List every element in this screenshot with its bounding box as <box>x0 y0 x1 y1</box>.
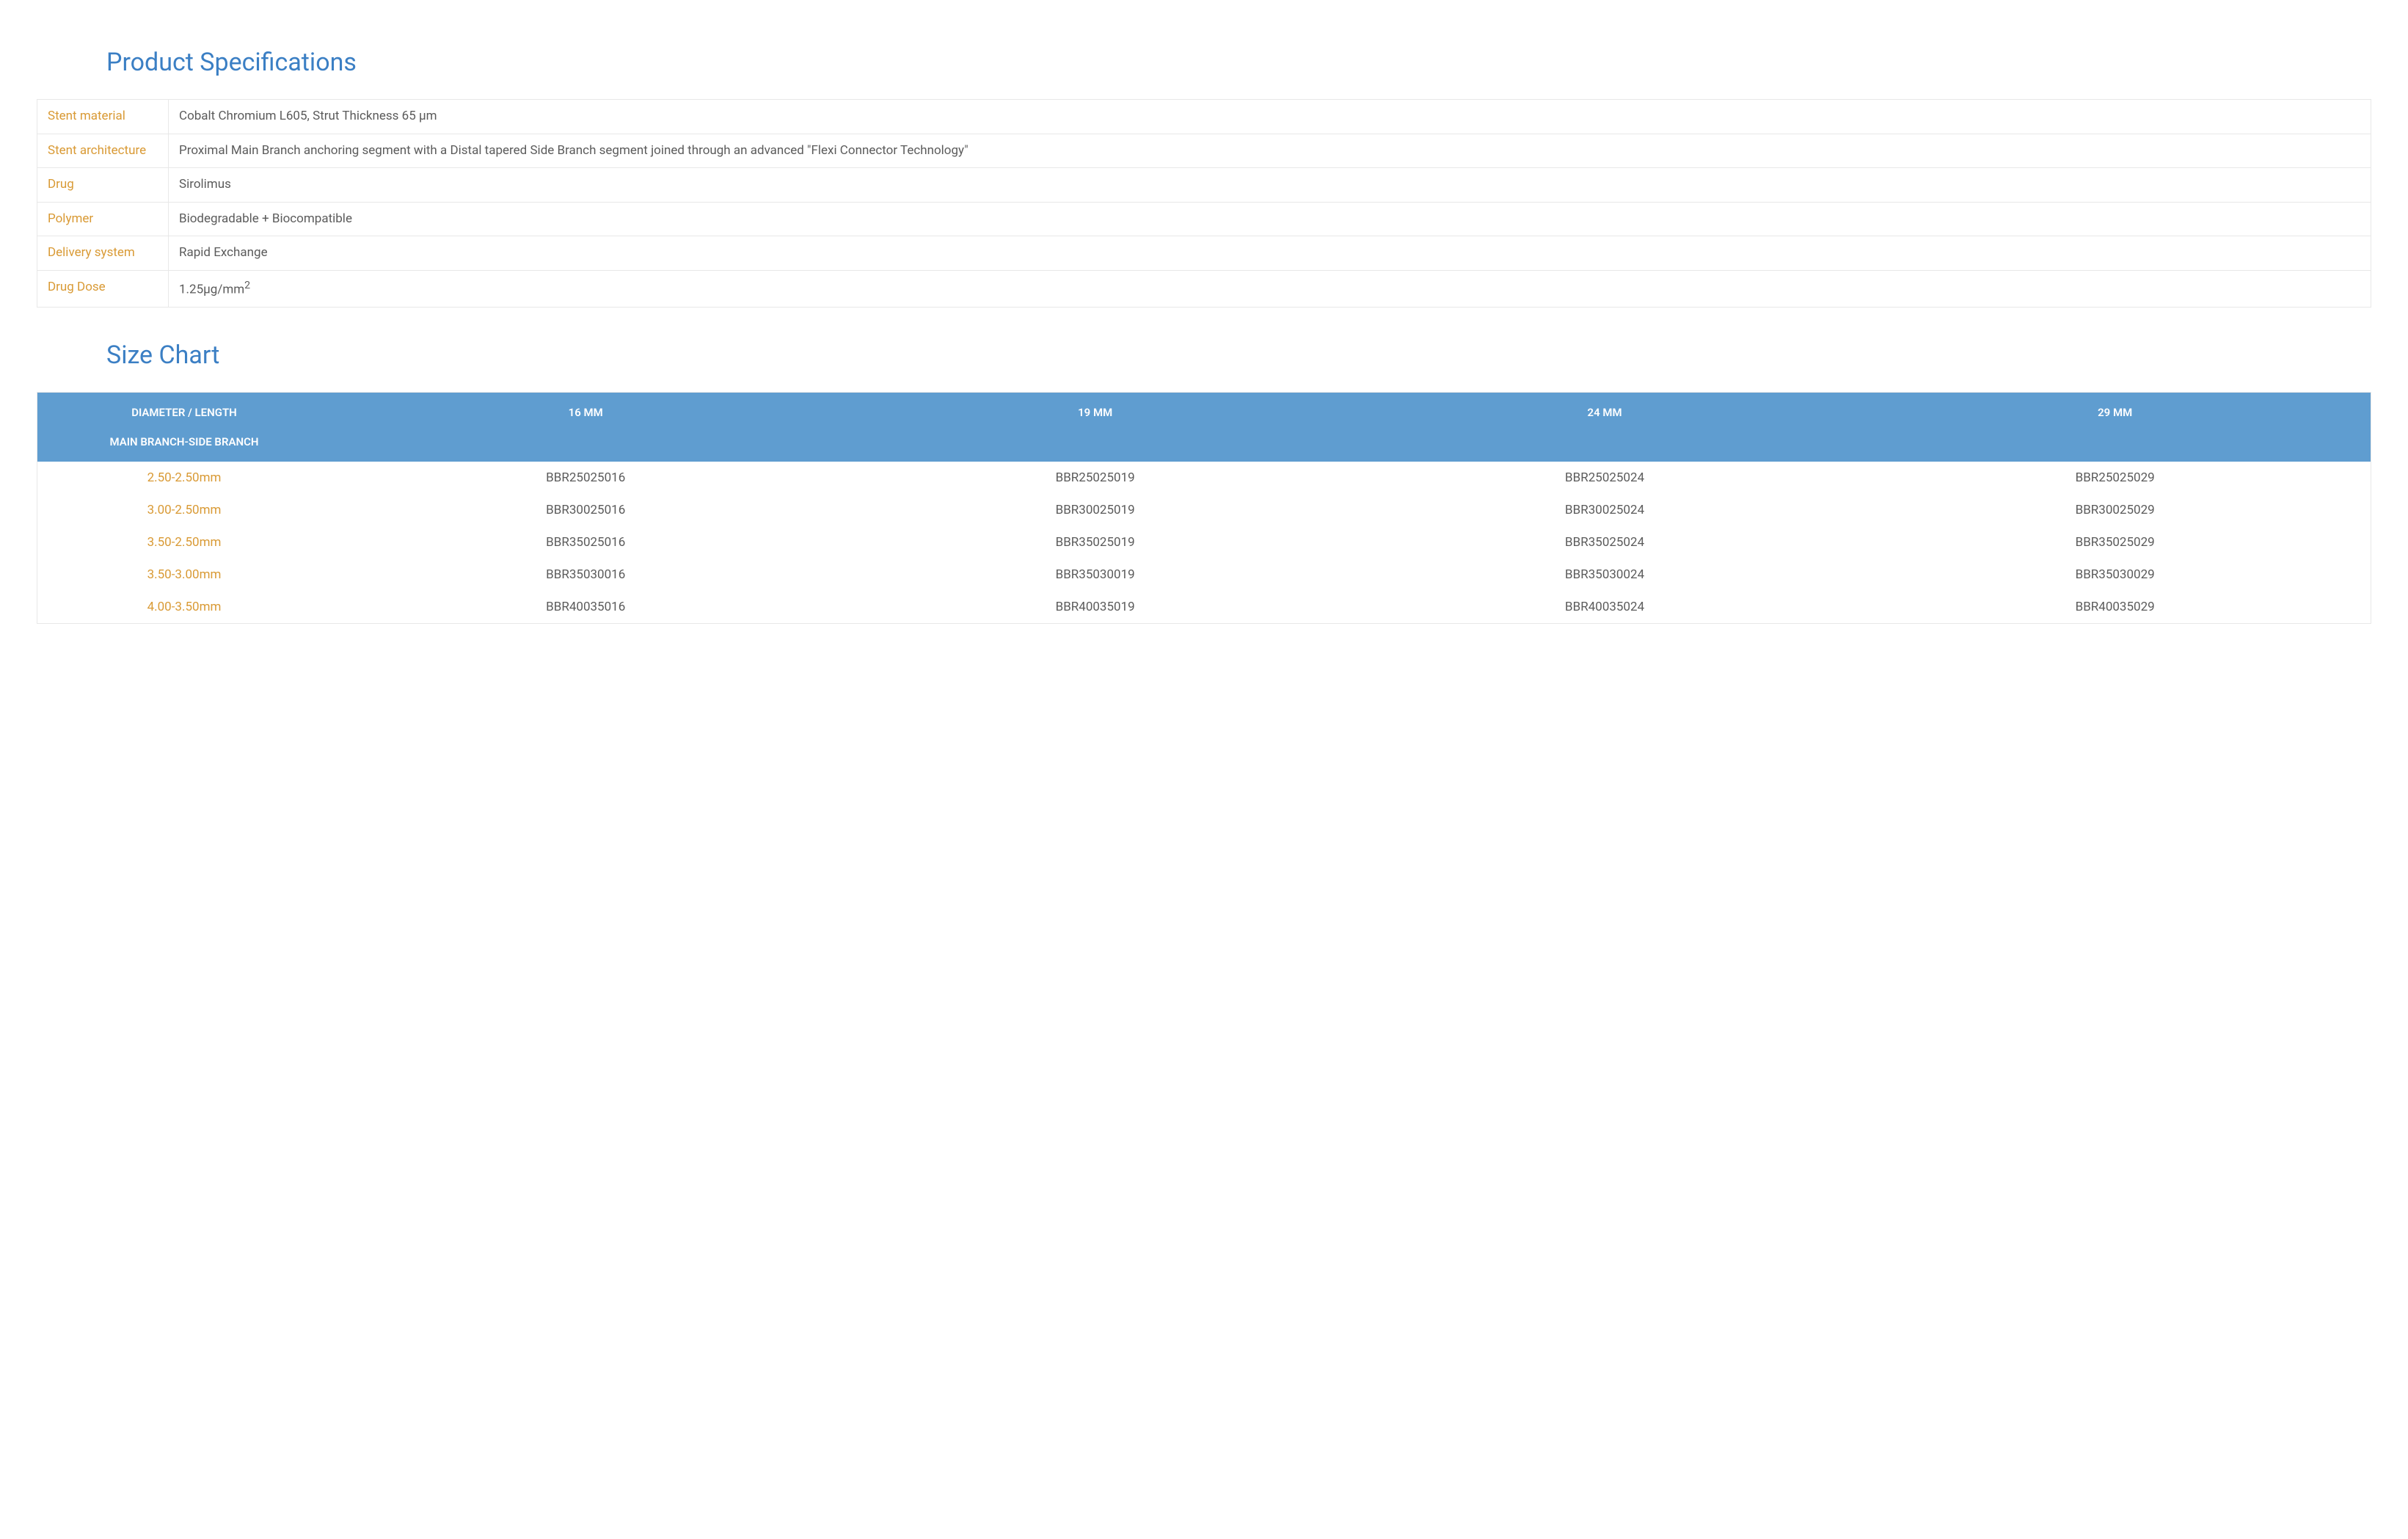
size-cell: BBR40035016 <box>331 591 840 624</box>
size-cell: BBR30025024 <box>1350 494 1859 526</box>
size-cell: BBR35030029 <box>1859 559 2371 591</box>
size-chart-col-19mm: 19 MM <box>840 392 1349 462</box>
size-cell: BBR25025029 <box>1859 462 2371 494</box>
spec-value: Rapid Exchange <box>169 236 2371 271</box>
product-specs-table: Stent materialCobalt Chromium L605, Stru… <box>37 99 2371 308</box>
size-row-label: 4.00-3.50mm <box>37 591 332 624</box>
size-row: 3.50-2.50mmBBR35025016BBR35025019BBR3502… <box>37 526 2371 559</box>
size-chart-table: DIAMETER / LENGTH MAIN BRANCH-SIDE BRANC… <box>37 392 2371 624</box>
product-specs-heading: Product Specifications <box>106 48 2371 77</box>
size-cell: BBR30025029 <box>1859 494 2371 526</box>
size-cell: BBR35030016 <box>331 559 840 591</box>
spec-value: Proximal Main Branch anchoring segment w… <box>169 134 2371 168</box>
size-chart-heading: Size Chart <box>106 341 2371 370</box>
size-row: 3.50-3.00mmBBR35030016BBR35030019BBR3503… <box>37 559 2371 591</box>
spec-row: Drug Dose1.25µg/mm2 <box>37 270 2371 307</box>
spec-label: Drug <box>37 168 169 203</box>
size-row-label: 3.50-2.50mm <box>37 526 332 559</box>
size-row: 4.00-3.50mmBBR40035016BBR40035019BBR4003… <box>37 591 2371 624</box>
size-cell: BBR35030024 <box>1350 559 1859 591</box>
size-row-label: 3.00-2.50mm <box>37 494 332 526</box>
spec-row: Stent materialCobalt Chromium L605, Stru… <box>37 100 2371 134</box>
size-chart-col-diameter-line1: DIAMETER / LENGTH <box>131 406 237 419</box>
size-cell: BBR35030019 <box>840 559 1349 591</box>
size-cell: BBR40035019 <box>840 591 1349 624</box>
spec-row: DrugSirolimus <box>37 168 2371 203</box>
size-cell: BBR25025019 <box>840 462 1349 494</box>
spec-label: Polymer <box>37 202 169 236</box>
spec-row: Delivery systemRapid Exchange <box>37 236 2371 271</box>
size-chart-col-24mm: 24 MM <box>1350 392 1859 462</box>
size-cell: BBR35025016 <box>331 526 840 559</box>
spec-label: Stent material <box>37 100 169 134</box>
size-row: 2.50-2.50mmBBR25025016BBR25025019BBR2502… <box>37 462 2371 494</box>
spec-value: 1.25µg/mm2 <box>169 270 2371 307</box>
spec-value: Biodegradable + Biocompatible <box>169 202 2371 236</box>
size-cell: BBR25025016 <box>331 462 840 494</box>
spec-row: PolymerBiodegradable + Biocompatible <box>37 202 2371 236</box>
spec-label: Delivery system <box>37 236 169 271</box>
spec-label: Stent architecture <box>37 134 169 168</box>
size-chart-col-29mm: 29 MM <box>1859 392 2371 462</box>
size-cell: BBR40035029 <box>1859 591 2371 624</box>
size-cell: BBR35025019 <box>840 526 1349 559</box>
size-cell: BBR30025019 <box>840 494 1349 526</box>
spec-label: Drug Dose <box>37 270 169 307</box>
size-row-label: 2.50-2.50mm <box>37 462 332 494</box>
size-chart-col-diameter-line2: MAIN BRANCH-SIDE BRANCH <box>45 435 324 448</box>
spec-value: Cobalt Chromium L605, Strut Thickness 65… <box>169 100 2371 134</box>
size-cell: BBR25025024 <box>1350 462 1859 494</box>
size-cell: BBR30025016 <box>331 494 840 526</box>
size-row-label: 3.50-3.00mm <box>37 559 332 591</box>
spec-row: Stent architectureProximal Main Branch a… <box>37 134 2371 168</box>
spec-value: Sirolimus <box>169 168 2371 203</box>
size-cell: BBR35025029 <box>1859 526 2371 559</box>
size-cell: BBR35025024 <box>1350 526 1859 559</box>
size-chart-col-diameter: DIAMETER / LENGTH MAIN BRANCH-SIDE BRANC… <box>37 392 332 462</box>
size-chart-col-16mm: 16 MM <box>331 392 840 462</box>
size-cell: BBR40035024 <box>1350 591 1859 624</box>
size-chart-header-row: DIAMETER / LENGTH MAIN BRANCH-SIDE BRANC… <box>37 392 2371 462</box>
size-row: 3.00-2.50mmBBR30025016BBR30025019BBR3002… <box>37 494 2371 526</box>
